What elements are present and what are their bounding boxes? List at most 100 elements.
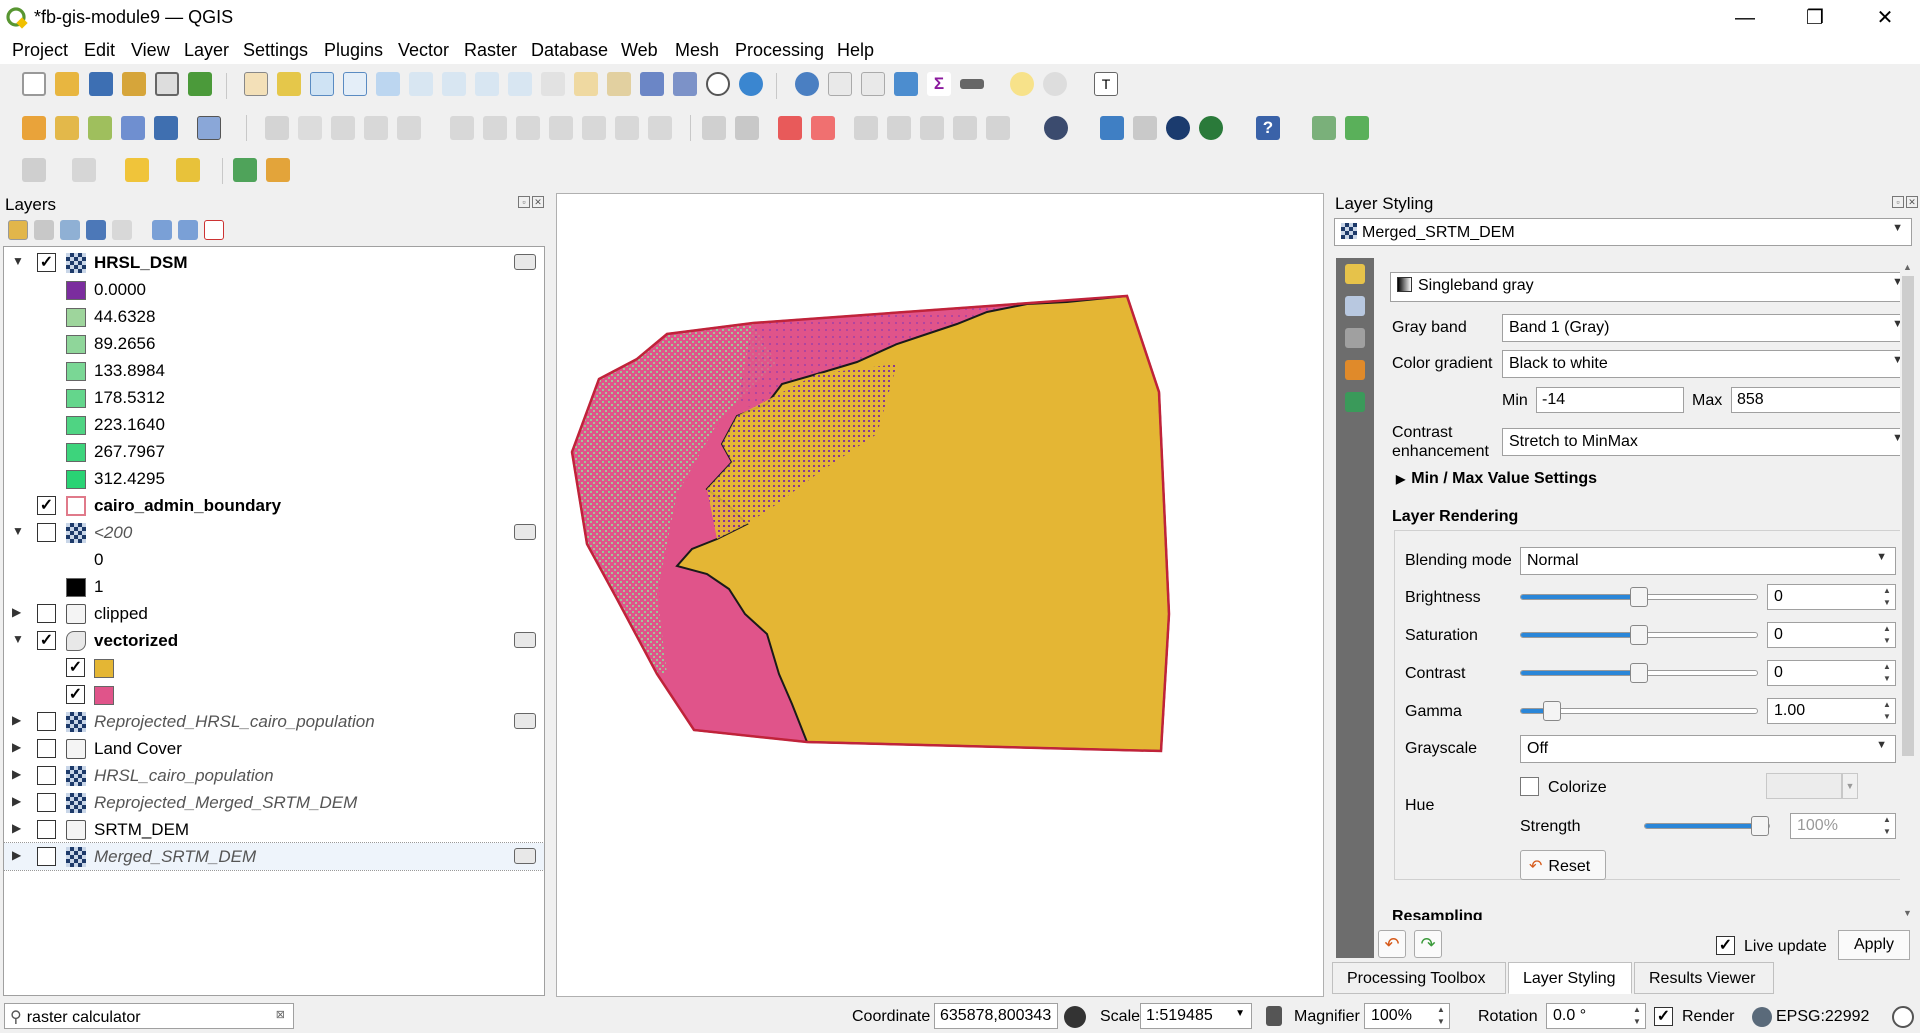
collapse-arrow-icon[interactable]: ▼ (12, 524, 24, 538)
filter-expression-icon[interactable] (112, 220, 132, 240)
category-visibility-checkbox[interactable]: ✓ (66, 685, 85, 704)
layer-visibility-checkbox[interactable] (37, 847, 56, 866)
history-icon[interactable] (1345, 392, 1365, 412)
minimize-button[interactable]: — (1735, 7, 1755, 29)
layer-visibility-checkbox[interactable] (37, 766, 56, 785)
menu-layer[interactable]: Layer (184, 40, 230, 60)
expand-arrow-icon[interactable]: ▶ (12, 848, 22, 862)
menu-help[interactable]: Help (837, 40, 875, 60)
brightness-slider[interactable] (1520, 587, 1758, 607)
qgis-plugin-icon[interactable] (1312, 116, 1336, 140)
globe-icon[interactable] (1166, 116, 1190, 140)
spin-down-icon[interactable]: ▼ (1633, 1017, 1641, 1026)
expand-arrow-icon[interactable]: ▶ (12, 767, 22, 781)
crs-label[interactable]: EPSG:22992 (1776, 1008, 1870, 1025)
digitize-icon[interactable] (364, 116, 388, 140)
colorize-color-button[interactable] (1766, 773, 1842, 799)
layer-indicator-icon[interactable] (514, 632, 536, 648)
undo-style-icon[interactable]: ↶ (1378, 930, 1406, 958)
live-update-checkbox[interactable]: ✓ (1716, 936, 1735, 955)
saturation-spinbox[interactable]: 0 ▲ ▼ (1767, 622, 1896, 648)
label-show-icon[interactable] (854, 116, 878, 140)
slider-thumb[interactable] (1630, 625, 1648, 645)
contrast-slider[interactable] (1520, 663, 1758, 683)
tab-results-viewer[interactable]: Results Viewer (1634, 962, 1774, 994)
histogram-icon[interactable] (1345, 328, 1365, 348)
slider-thumb[interactable] (1751, 816, 1769, 836)
label-rotate-icon[interactable] (920, 116, 944, 140)
layer-visibility-checkbox[interactable] (37, 820, 56, 839)
chevron-down-icon[interactable]: ▼ (1842, 773, 1858, 799)
legend-class-row[interactable]: 89.2656 (4, 330, 544, 357)
locator-search-input[interactable]: ⚲ raster calculator ⊠ (4, 1003, 294, 1029)
legend-class-row[interactable]: 178.5312 (4, 384, 544, 411)
layer-labeling-icon[interactable] (778, 116, 802, 140)
menu-project[interactable]: Project (12, 40, 69, 60)
new-bookmark-icon[interactable] (640, 72, 664, 96)
spin-up-icon[interactable]: ▲ (1437, 1005, 1445, 1014)
styling-scrollbar[interactable]: ▲ ▼ (1900, 256, 1916, 926)
spin-up-icon[interactable]: ▲ (1883, 815, 1891, 824)
renderer-combo[interactable]: Singleband gray ▼ (1390, 272, 1912, 302)
add-delimited-text-icon[interactable] (121, 116, 145, 140)
temporal-controller-icon[interactable] (706, 72, 730, 96)
spin-down-icon[interactable]: ▼ (1883, 712, 1891, 721)
add-database-layer-icon[interactable] (154, 116, 178, 140)
spin-up-icon[interactable]: ▲ (1633, 1005, 1641, 1014)
layer-visibility-checkbox[interactable] (37, 739, 56, 758)
rendering-icon[interactable] (1345, 360, 1365, 380)
layer-row[interactable]: ▼ <200 (4, 519, 544, 546)
zoom-in-icon[interactable] (310, 72, 334, 96)
menu-view[interactable]: View (131, 40, 170, 60)
zoom-full-icon[interactable] (376, 72, 400, 96)
legend-class-row[interactable]: 0 (4, 546, 544, 573)
layer-indicator-icon[interactable] (514, 524, 536, 540)
grayscale-combo[interactable]: Off ▼ (1520, 735, 1896, 763)
legend-class-row[interactable]: 133.8984 (4, 357, 544, 384)
blending-mode-combo[interactable]: Normal ▼ (1520, 547, 1896, 575)
layer-row[interactable]: ▶ Merged_SRTM_DEM (4, 842, 544, 871)
field-calculator-icon[interactable] (861, 72, 885, 96)
identify-features-icon[interactable] (795, 72, 819, 96)
magnifier-spinbox[interactable]: 100% ▲ ▼ (1364, 1003, 1450, 1029)
menu-mesh[interactable]: Mesh (675, 40, 720, 60)
copy-features-icon[interactable] (549, 116, 573, 140)
label-toolbar-icon[interactable] (735, 116, 759, 140)
expand-all-icon[interactable] (152, 220, 172, 240)
menu-raster[interactable]: Raster (464, 40, 518, 60)
spin-up-icon[interactable]: ▲ (1883, 662, 1891, 671)
add-layer-icon[interactable] (22, 116, 46, 140)
legend-class-row[interactable]: 312.4295 (4, 465, 544, 492)
layer-row[interactable]: ▼ ✓ vectorized (4, 627, 544, 654)
symbology-icon[interactable] (1345, 264, 1365, 284)
undo-icon[interactable] (615, 116, 639, 140)
gamma-slider[interactable] (1520, 701, 1758, 721)
legend-category-row[interactable]: ✓ (4, 654, 544, 681)
slider-thumb[interactable] (1630, 663, 1648, 683)
scroll-thumb[interactable] (1902, 276, 1914, 756)
menu-settings[interactable]: Settings (243, 40, 309, 60)
label-move-icon[interactable] (887, 116, 911, 140)
rotation-spinbox[interactable]: 0.0 ° ▲ ▼ (1546, 1003, 1646, 1029)
reset-button[interactable]: ↶ Reset (1520, 850, 1606, 880)
legend-class-row[interactable]: 0.0000 (4, 276, 544, 303)
filter-legend-icon[interactable] (86, 220, 106, 240)
legend-class-row[interactable]: 1 (4, 573, 544, 600)
minmax-settings-toggle[interactable]: ▶ Min / Max Value Settings (1396, 470, 1597, 488)
colorize-checkbox[interactable] (1520, 777, 1539, 796)
add-wms-icon[interactable] (197, 116, 221, 140)
gamma-spinbox[interactable]: 1.00 ▲ ▼ (1767, 698, 1896, 724)
float-panel-icon[interactable]: ▫ (1892, 196, 1904, 208)
add-vector-icon[interactable] (55, 116, 79, 140)
apply-button[interactable]: Apply (1838, 930, 1910, 960)
layer-row[interactable]: ✓ cairo_admin_boundary (4, 492, 544, 519)
clear-icon[interactable]: ⊠ (275, 1009, 285, 1021)
min-value-input[interactable]: -14 (1536, 387, 1684, 413)
render-checkbox[interactable]: ✓ (1654, 1007, 1673, 1026)
redo-style-icon[interactable]: ↷ (1414, 930, 1442, 958)
zoom-native-icon[interactable] (475, 72, 499, 96)
style-manager-icon[interactable] (188, 72, 212, 96)
category-visibility-checkbox[interactable]: ✓ (66, 658, 85, 677)
close-panel-icon[interactable]: ✕ (1906, 196, 1918, 208)
legend-class-row[interactable]: 44.6328 (4, 303, 544, 330)
